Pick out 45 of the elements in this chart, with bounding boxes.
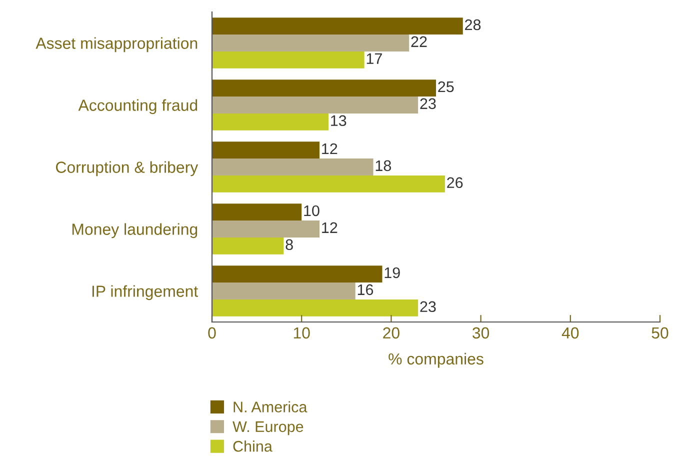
bar bbox=[212, 237, 284, 254]
y-tick-label: IP infringement bbox=[92, 285, 198, 300]
bar bbox=[212, 158, 374, 176]
data-label: 28 bbox=[465, 19, 481, 30]
bar bbox=[212, 282, 356, 300]
y-tick-label: Money laundering bbox=[72, 223, 198, 238]
legend-label: W. Europe bbox=[232, 421, 304, 436]
bar bbox=[212, 266, 382, 283]
bar bbox=[212, 299, 418, 316]
bar bbox=[212, 96, 418, 114]
x-axis-title: % companies bbox=[388, 352, 484, 368]
bar bbox=[212, 175, 445, 192]
x-tick-label: 50 bbox=[652, 327, 668, 339]
bar bbox=[212, 80, 436, 97]
x-tick-label: 20 bbox=[383, 327, 400, 339]
x-tick-label: 30 bbox=[472, 327, 490, 339]
legend-label: China bbox=[233, 440, 272, 452]
data-label: 17 bbox=[366, 53, 382, 64]
x-tick-label: 40 bbox=[562, 327, 579, 339]
data-label: 22 bbox=[411, 36, 427, 47]
bar bbox=[212, 142, 320, 159]
legend-label: N. America bbox=[234, 401, 308, 412]
data-label: 16 bbox=[358, 284, 374, 296]
data-label: 13 bbox=[331, 115, 346, 126]
data-label: 23 bbox=[420, 301, 436, 312]
bar bbox=[212, 18, 463, 35]
data-label: 25 bbox=[438, 81, 454, 92]
data-label: 18 bbox=[376, 160, 391, 172]
bar bbox=[212, 51, 364, 68]
bar bbox=[212, 113, 328, 130]
x-tick-label: 10 bbox=[294, 327, 310, 339]
data-label: 19 bbox=[384, 267, 400, 278]
data-label: 12 bbox=[322, 143, 338, 154]
data-label: 10 bbox=[304, 205, 320, 216]
data-label: 26 bbox=[447, 177, 463, 188]
data-label: 12 bbox=[322, 222, 338, 233]
x-tick-label: 0 bbox=[208, 327, 216, 339]
bar bbox=[212, 220, 320, 238]
bar bbox=[212, 204, 302, 221]
data-label: 23 bbox=[420, 98, 436, 110]
y-tick-label: Asset misappropriation bbox=[36, 37, 198, 52]
y-tick-label: Accounting fraud bbox=[78, 99, 198, 114]
data-label: 8 bbox=[286, 239, 293, 250]
bar bbox=[212, 34, 410, 52]
y-tick-label: Corruption & bribery bbox=[56, 161, 198, 176]
